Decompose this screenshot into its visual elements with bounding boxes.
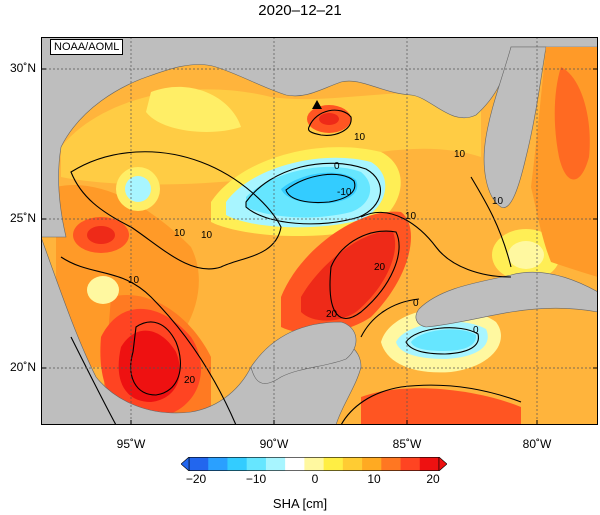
contours [60, 109, 522, 425]
colorbar-cell [265, 457, 286, 471]
source-label: NOAA/AOML [50, 39, 124, 55]
colorbar-cell [246, 457, 267, 471]
contour-label: 10 [492, 196, 504, 207]
lon-label: 80˚W [522, 437, 552, 451]
colorbar-cell [285, 457, 305, 471]
colorbar-cell [208, 457, 228, 471]
sha-map: 10 0 -10 10 10 10 10 20 20 20 10 10 0 0 [41, 37, 598, 425]
cold-eddy-center [211, 147, 401, 237]
contour-line [470, 176, 512, 268]
lon-label: 90˚W [259, 437, 289, 451]
colorbar-cell [304, 457, 324, 471]
contour-label: 20 [326, 309, 338, 320]
colorbar-cell [400, 457, 421, 471]
contour-line [307, 109, 352, 136]
warm-eddy-north [307, 105, 351, 133]
contour-label: 10 [405, 211, 417, 222]
contour-label: 0 [334, 161, 340, 172]
colorbar-cell [227, 457, 247, 471]
contour-label: 20 [184, 375, 196, 386]
colorbar-cell [362, 457, 382, 471]
colorbar-tick: 20 [426, 472, 440, 486]
mexico [41, 236, 362, 425]
lat-label: 25˚N [9, 211, 36, 225]
contour-label: 10 [201, 230, 213, 241]
colorbar-cell [381, 457, 401, 471]
yellow-patch-w [87, 276, 119, 304]
contour-label: 0 [413, 298, 419, 309]
contour-label: 10 [128, 275, 140, 286]
contour-label: 0 [473, 325, 479, 336]
gridlines [41, 37, 598, 425]
map-title: 2020–12–21 [258, 2, 342, 19]
contour-line [285, 173, 356, 204]
warm-eddy-west [73, 217, 129, 253]
cold-ring-west [116, 167, 160, 211]
lon-label: 85˚W [392, 437, 422, 451]
contour-label: 10 [454, 149, 466, 160]
contour-labels: 10 0 -10 10 10 10 10 20 20 20 10 10 0 0 [128, 132, 504, 386]
colorbar-cell [189, 457, 209, 471]
contour-line [70, 336, 117, 425]
colorbar-tick: −10 [245, 472, 267, 486]
contour-line [360, 211, 512, 278]
florida [483, 46, 547, 208]
map-panel: 10 0 -10 10 10 10 10 20 20 20 10 10 0 0 … [41, 37, 598, 425]
lat-label: 30˚N [9, 61, 36, 75]
colorbar-tick: 10 [367, 472, 381, 486]
yellow-patch-nw [146, 86, 241, 132]
colorbar-tick: 0 [311, 472, 319, 486]
us-coast [41, 37, 598, 238]
warm-eddy-south [100, 308, 201, 418]
colorbar-cell [323, 457, 344, 471]
cold-eddy-caribbean [381, 308, 501, 373]
contour-line [70, 151, 282, 270]
colorbar-cell [419, 457, 440, 471]
lat-label: 20˚N [9, 360, 36, 374]
colorbar [181, 457, 447, 471]
contour-label: 20 [374, 262, 386, 273]
warm-band-south [361, 388, 521, 425]
contour-label: 10 [174, 228, 186, 239]
contour-line [340, 298, 522, 425]
contour-line [130, 321, 181, 396]
contour-line [405, 327, 479, 355]
contour-line [329, 230, 400, 319]
lon-label: 95˚W [116, 437, 146, 451]
contour-label: -10 [337, 187, 352, 198]
contour-line [60, 256, 237, 425]
contour-label: 10 [354, 132, 366, 143]
warm-eddy-loop [281, 211, 411, 334]
contour-line [245, 162, 381, 225]
cuba [415, 271, 598, 328]
colorbar-cell [342, 457, 363, 471]
colorbar-title: SHA [cm] [272, 496, 328, 511]
triangle-marker [312, 100, 322, 109]
colorbar-tick: −20 [185, 472, 207, 486]
